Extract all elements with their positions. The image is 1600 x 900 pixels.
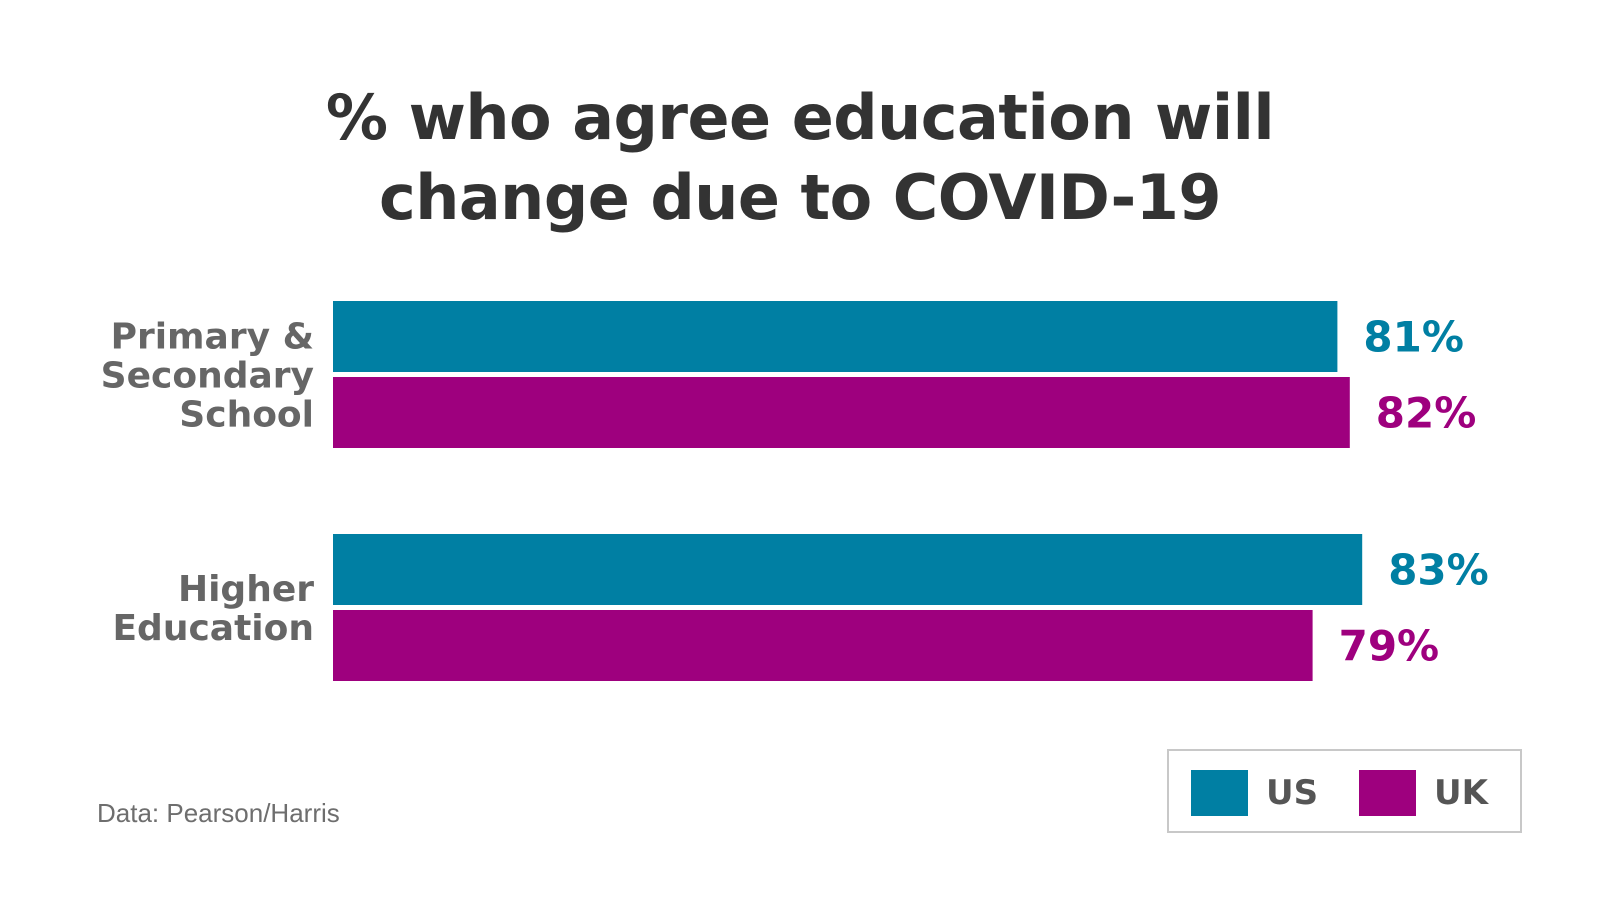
chart-legend: US UK (1167, 749, 1522, 833)
bar-us-1 (333, 534, 1362, 605)
category-label-0-line-0: Primary & (111, 317, 314, 358)
bar-us-0 (333, 301, 1337, 372)
category-label-1-line-0: Higher (178, 569, 314, 610)
legend-label-uk: UK (1434, 773, 1488, 813)
legend-swatch-us (1191, 770, 1248, 816)
data-source-note: Data: Pearson/Harris (97, 798, 340, 829)
category-label-1-line-1: Education (112, 608, 314, 649)
category-label-0-line-2: School (179, 395, 314, 436)
category-label-0-line-1: Secondary (101, 356, 314, 397)
legend-swatch-uk (1359, 770, 1416, 816)
data-label-uk-0: 82% (1376, 389, 1477, 438)
legend-label-us: US (1266, 773, 1318, 813)
legend-item-us: US (1191, 770, 1318, 816)
bar-uk-0 (333, 377, 1350, 448)
data-label-uk-1: 79% (1339, 622, 1440, 671)
data-label-us-0: 81% (1363, 313, 1464, 362)
data-label-us-1: 83% (1388, 546, 1489, 595)
legend-item-uk: UK (1359, 770, 1488, 816)
bar-uk-1 (333, 610, 1313, 681)
